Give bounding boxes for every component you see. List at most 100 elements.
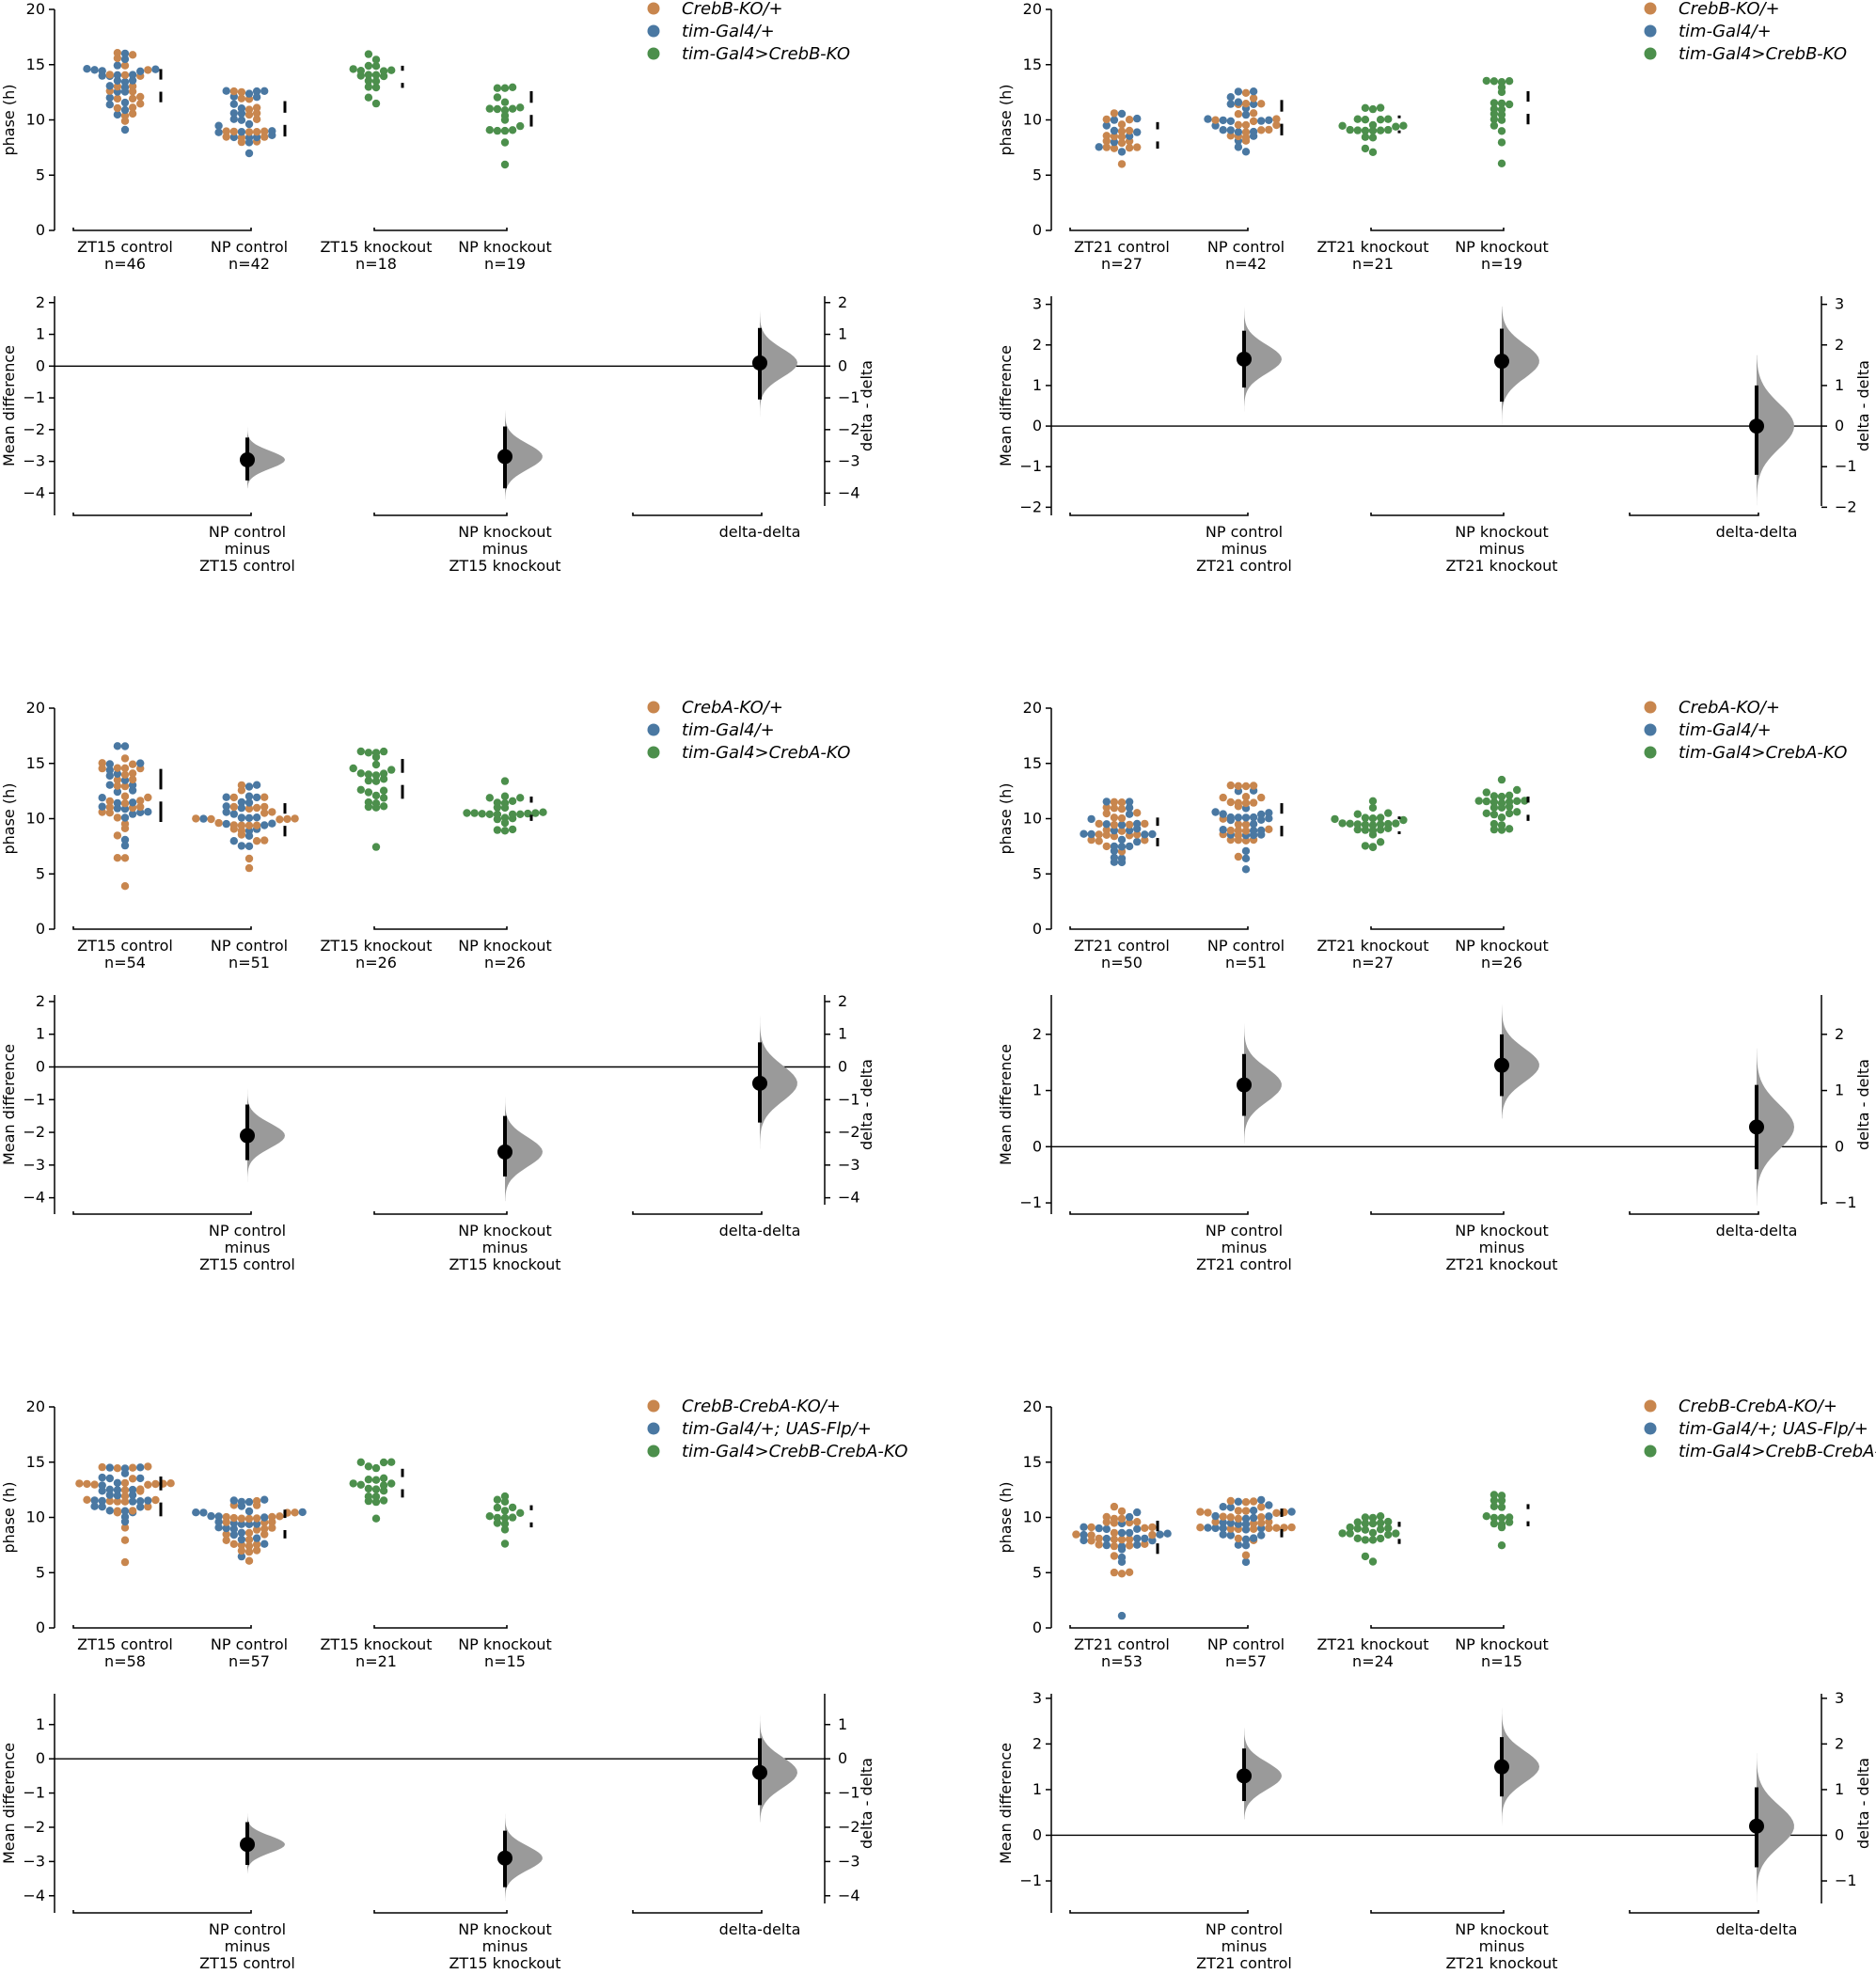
swarm-point <box>1117 1542 1127 1551</box>
swarm-point <box>237 1528 246 1538</box>
right-y-tick-label: −1 <box>1835 457 1857 475</box>
swarm-point <box>105 766 115 775</box>
swarm-point <box>252 1520 261 1528</box>
swarm-point <box>1117 1611 1127 1620</box>
swarm-point <box>1241 846 1251 856</box>
right-y-tick-label: −3 <box>838 1852 860 1870</box>
swarm-point <box>98 67 106 75</box>
right-y-tick-label: 2 <box>1835 1025 1844 1043</box>
left-y-axis-title: Mean difference <box>997 1743 1015 1864</box>
swarm-point <box>260 821 269 829</box>
swarm-point <box>1249 1534 1258 1542</box>
mean-difference-point <box>1237 351 1252 367</box>
swarm-point <box>1384 1517 1393 1526</box>
swarm-point <box>237 116 246 124</box>
swarm-point <box>268 1524 276 1532</box>
y-axis-title: phase (h) <box>0 85 18 156</box>
swarm-point <box>1117 1570 1127 1578</box>
swarm-point <box>128 94 137 103</box>
comparison-label: delta-delta <box>1716 523 1798 541</box>
swarm-point <box>1087 835 1096 845</box>
swarm-point <box>1226 132 1236 140</box>
swarm-point <box>1110 804 1119 813</box>
y-tick-label: 10 <box>1023 111 1042 129</box>
swarm-point <box>379 1458 388 1467</box>
swarm-point <box>1257 1495 1266 1505</box>
swarm-point <box>1249 127 1258 136</box>
swarm-point <box>1490 1491 1499 1499</box>
swarm-point <box>1226 1503 1236 1512</box>
swarm-point <box>128 781 137 789</box>
y-axis-title: phase (h) <box>0 1482 18 1554</box>
swarm-point <box>214 1524 223 1532</box>
swarm-point <box>1163 1529 1172 1538</box>
mean-difference-point <box>1494 1759 1509 1775</box>
swarm-point <box>1110 832 1119 841</box>
swarm-point <box>1490 792 1499 800</box>
swarm-point <box>120 799 130 808</box>
mean-difference-point <box>752 1075 767 1091</box>
swarm-point <box>1141 836 1149 845</box>
comparison: delta-delta <box>719 1698 800 1938</box>
y-tick-label: 5 <box>1033 864 1042 882</box>
swarm-point <box>291 1508 299 1517</box>
swarm-point <box>524 809 532 818</box>
swarm-point <box>252 1525 261 1534</box>
swarm-point <box>1376 1519 1385 1527</box>
swarm-point <box>1133 128 1142 136</box>
swarm-point <box>1219 826 1227 834</box>
swarm-point <box>1265 809 1273 817</box>
legend-marker <box>647 723 660 736</box>
comparison-label: minus <box>1222 540 1268 558</box>
swarm-point <box>1361 1519 1370 1528</box>
swarm-point <box>1497 138 1506 147</box>
y-tick-label: 0 <box>36 920 45 938</box>
swarm-point <box>1102 1524 1111 1534</box>
x-sample-size-label: n=15 <box>484 1652 526 1670</box>
swarm-point <box>1234 1520 1243 1528</box>
swarm-point <box>229 1513 238 1523</box>
swarm-point <box>1241 1535 1251 1544</box>
left-y-tick-label: 2 <box>36 992 45 1010</box>
bootstrap-distribution <box>247 1813 285 1874</box>
swarm-point <box>1521 797 1529 805</box>
swarm-point <box>1072 1530 1080 1539</box>
swarm-point <box>1196 1508 1205 1516</box>
swarm-point <box>1497 1541 1506 1550</box>
right-y-axis-title: delta - delta <box>1854 360 1872 451</box>
swarm-point <box>1513 797 1521 805</box>
swarm-point <box>500 813 510 822</box>
swarm-point <box>1482 1512 1491 1521</box>
swarm-point <box>379 747 388 756</box>
comparison-label: NP control <box>1206 1920 1283 1938</box>
swarm-point <box>1226 126 1236 134</box>
swarm-point <box>214 818 223 828</box>
swarm-point <box>364 50 373 58</box>
right-y-tick-label: −2 <box>838 1818 860 1836</box>
swarm-point <box>371 799 381 808</box>
swarm-point <box>1265 125 1273 134</box>
swarm-point <box>90 1496 99 1505</box>
swarm-point <box>1102 842 1111 851</box>
swarm-point <box>128 109 137 118</box>
swarm-point <box>199 1508 208 1517</box>
swarm-point <box>120 1536 130 1544</box>
swarm-point <box>260 133 269 141</box>
swarm-point <box>1376 126 1385 134</box>
swarm-point <box>120 764 130 772</box>
swarm-point <box>136 1497 145 1506</box>
left-y-axis-title: Mean difference <box>0 1044 18 1165</box>
swarm-point <box>1234 143 1243 151</box>
comparison-bracket <box>373 1910 508 1914</box>
swarm-point <box>98 1473 106 1482</box>
swarm-point <box>1234 120 1243 129</box>
swarm-point <box>1125 820 1134 829</box>
swarm-point <box>1234 128 1243 136</box>
swarm-point <box>1102 809 1111 818</box>
swarm-point <box>151 1479 160 1489</box>
swarm-point <box>192 814 200 823</box>
swarm-point <box>1384 115 1393 123</box>
comparison-label: NP control <box>1206 1222 1283 1240</box>
